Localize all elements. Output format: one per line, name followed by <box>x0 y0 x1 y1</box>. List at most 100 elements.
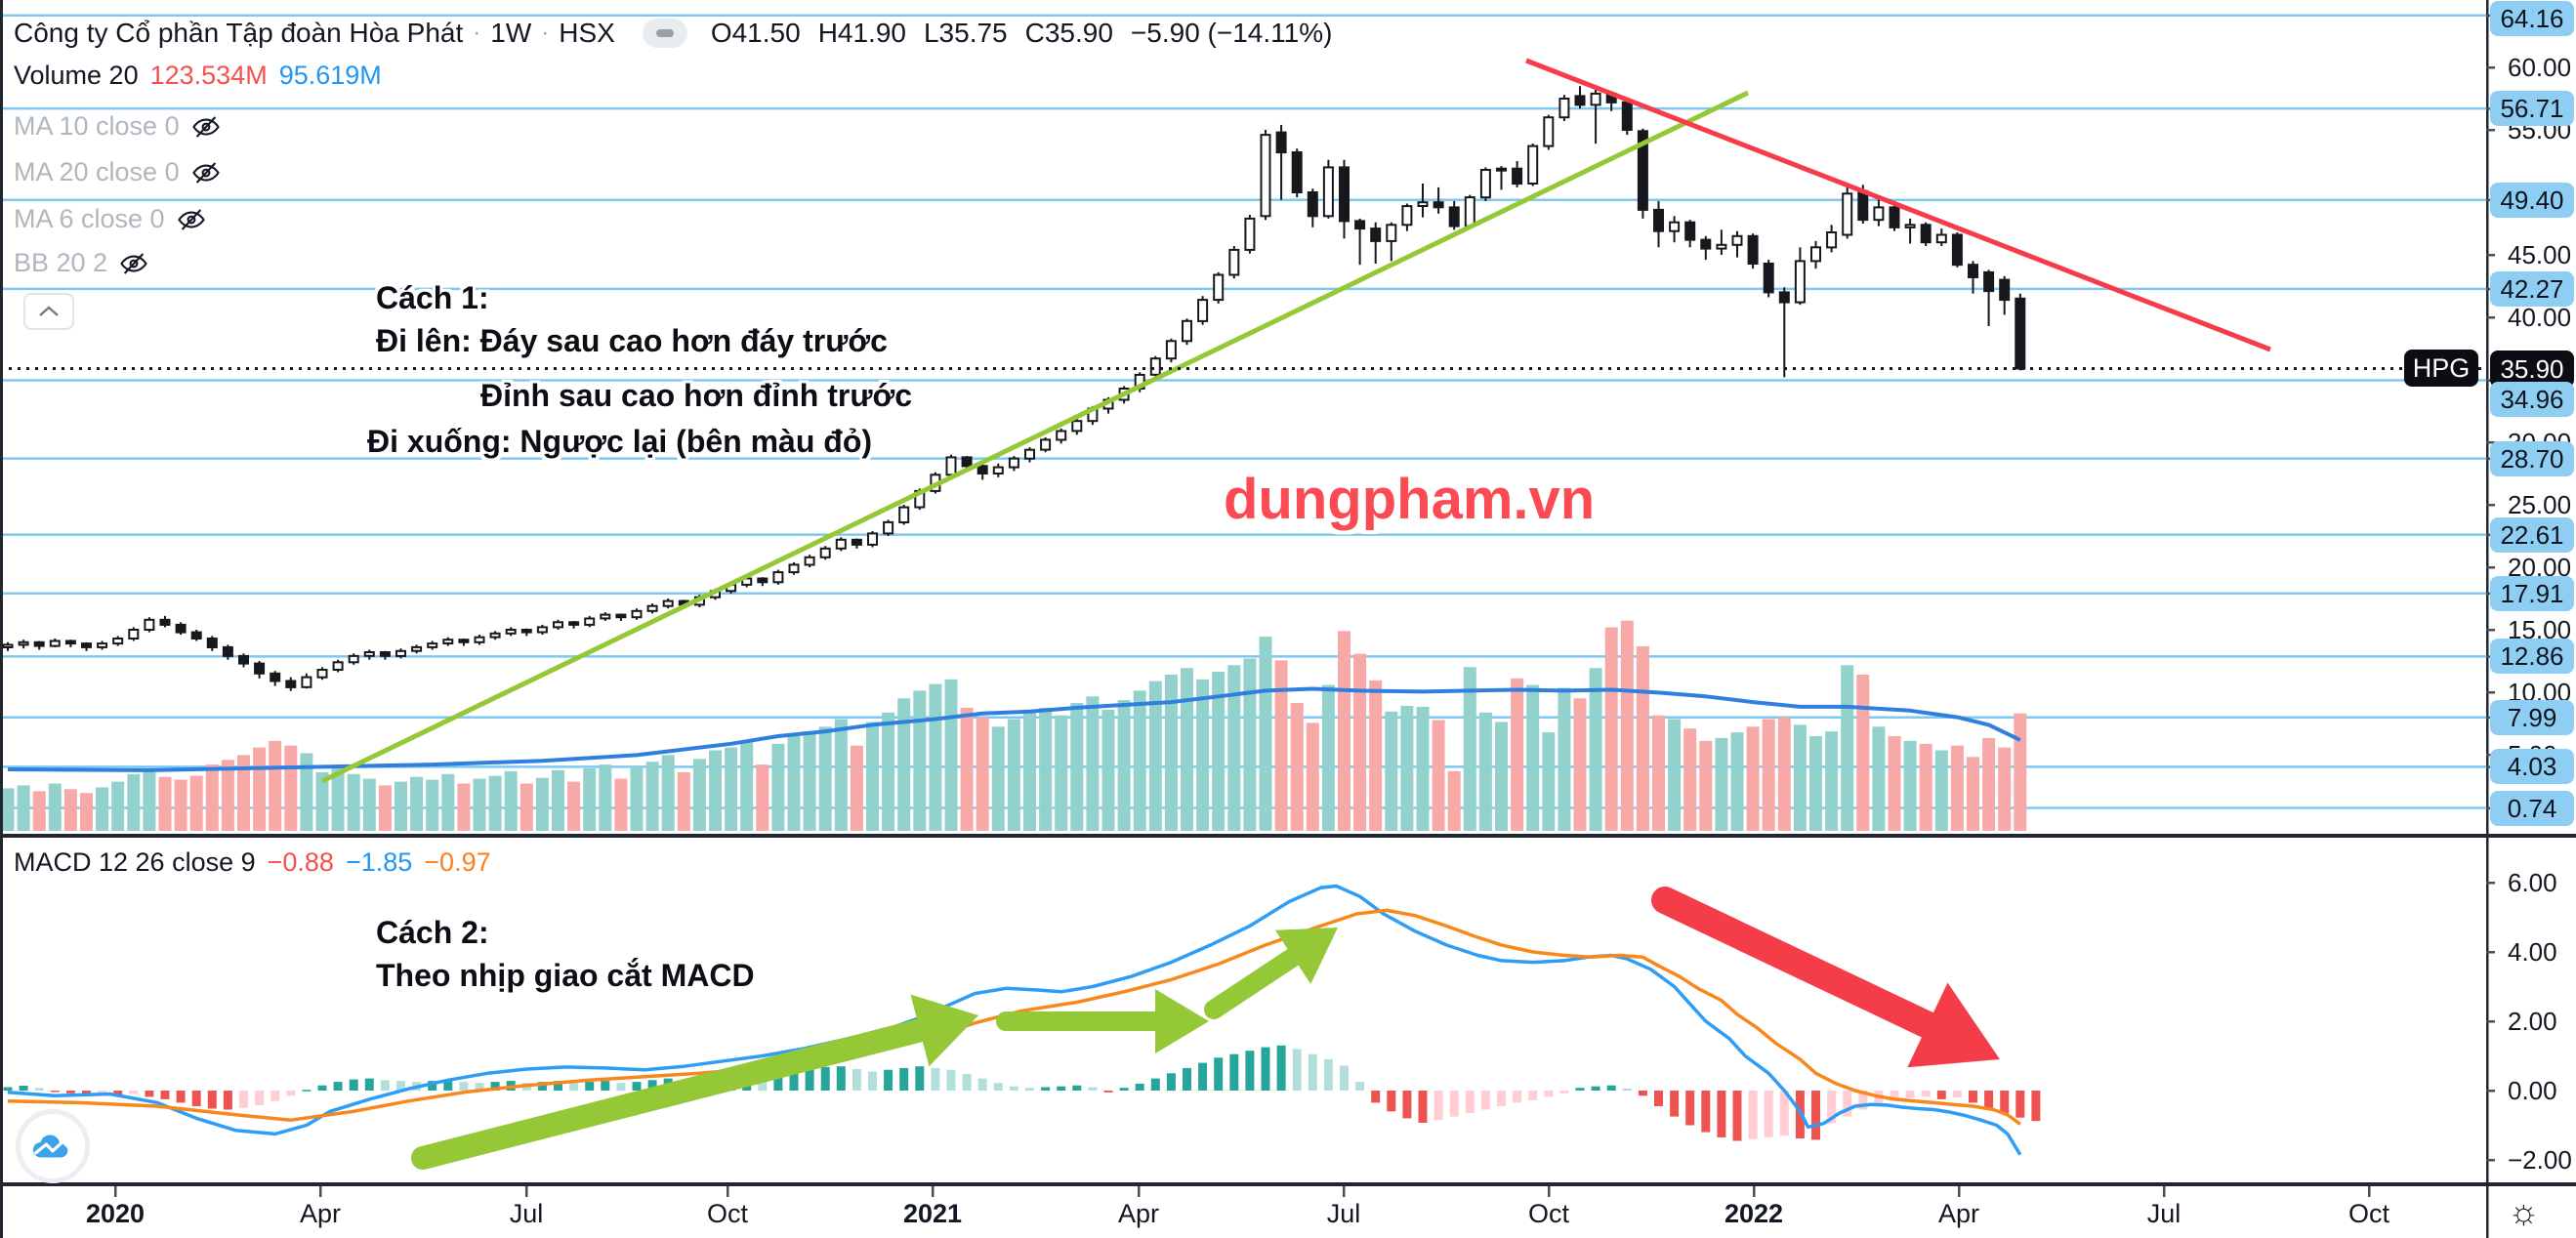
open-value: O41.50 <box>710 18 801 48</box>
volume-ma-line <box>7 686 2021 772</box>
symbol-name[interactable]: Công ty Cổ phần Tập đoàn Hòa Phát <box>14 18 464 48</box>
annotation-di-xuong[interactable]: Đi xuống: Ngược lại (bên màu đỏ) <box>367 424 873 459</box>
macd-up-arrow-1[interactable] <box>411 994 978 1170</box>
price-tick-label: 25.00 <box>2508 490 2572 519</box>
alert-price-label[interactable]: 4.03 <box>2490 749 2574 784</box>
axis-ticks <box>114 14 2495 1197</box>
macd-line <box>7 884 2022 1156</box>
high-value: H41.90 <box>817 18 906 48</box>
collapse-header-button[interactable] <box>642 19 687 48</box>
annotation-cach1[interactable]: Cách 1: Đi lên: Đáy sau cao hơn đáy trướ… <box>376 276 888 362</box>
alert-price-label[interactable]: 0.74 <box>2490 791 2574 826</box>
header-separator2: · <box>541 20 550 46</box>
macd-hist-value: −0.88 <box>267 847 334 877</box>
time-label: 2022 <box>1724 1199 1784 1228</box>
legend-ma6[interactable]: MA 6 close 0 <box>14 204 206 234</box>
volume-legend[interactable]: Volume 20 123.534M 95.619M <box>14 61 382 91</box>
alert-price-label[interactable]: 17.91 <box>2490 576 2574 611</box>
chevron-up-icon <box>39 306 59 316</box>
time-label: Oct <box>2347 1199 2390 1228</box>
macd-line-value: −1.85 <box>345 847 413 877</box>
site-logo[interactable] <box>16 1109 90 1183</box>
legend-bb[interactable]: BB 20 2 <box>14 248 148 278</box>
eye-hidden-icon[interactable] <box>191 112 221 142</box>
time-label: Apr <box>299 1199 342 1228</box>
annotation-cach2-line2: Theo nhịp giao cắt MACD <box>376 958 755 993</box>
eye-hidden-icon[interactable] <box>177 205 206 234</box>
last-price-axis-label[interactable]: 35.90 <box>2490 351 2574 388</box>
ma20-label: MA 20 close 0 <box>14 157 180 186</box>
macd-legend-title: MACD 12 26 close 9 <box>14 847 256 877</box>
macd-tick-label: 2.00 <box>2508 1007 2557 1036</box>
time-label: Jul <box>2146 1199 2181 1228</box>
theme-sun-icon[interactable]: ☼ <box>2508 1191 2540 1231</box>
header-separator: · <box>473 20 481 46</box>
annotation-cach2-title: Cách 2: <box>376 915 489 950</box>
alert-price-label[interactable]: 49.40 <box>2490 183 2574 218</box>
time-label: Jul <box>509 1199 544 1228</box>
volume-series <box>1 620 2027 832</box>
legend-ma20[interactable]: MA 20 close 0 <box>14 157 221 187</box>
cloud-chart-icon <box>32 1135 71 1158</box>
alert-price-label[interactable]: 28.70 <box>2490 441 2574 476</box>
annotation-cach1-line2: Đi lên: Đáy sau cao hơn đáy trước <box>376 323 888 358</box>
watermark: dungpham.vn <box>1224 468 1596 531</box>
price-tick-label: 45.00 <box>2508 240 2572 269</box>
macd-histogram <box>3 1045 2041 1141</box>
volume-ma-value: 95.619M <box>278 61 382 90</box>
macd-signal-line <box>7 908 2021 1126</box>
legend-ma10[interactable]: MA 10 close 0 <box>14 111 221 142</box>
price-tick-label: 60.00 <box>2508 53 2572 82</box>
interval-label[interactable]: 1W <box>490 18 532 48</box>
macd-legend[interactable]: MACD 12 26 close 9 −0.88 −1.85 −0.97 <box>14 847 491 878</box>
downtrend-line[interactable] <box>1525 58 2271 352</box>
macd-down-arrow[interactable] <box>1651 887 2000 1068</box>
macd-tick-label: 4.00 <box>2508 937 2557 967</box>
macd-up-arrow-2[interactable] <box>996 989 1209 1053</box>
price-tick-label: 40.00 <box>2508 303 2572 332</box>
eye-hidden-icon[interactable] <box>119 249 148 278</box>
alert-price-label[interactable]: 7.99 <box>2490 700 2574 735</box>
uptrend-line[interactable] <box>320 90 1750 784</box>
alert-price-label[interactable]: 22.61 <box>2490 517 2574 553</box>
time-label: Jul <box>1326 1199 1361 1228</box>
alert-price-label[interactable]: 56.71 <box>2490 91 2574 126</box>
macd-tick-label: 0.00 <box>2508 1076 2557 1105</box>
minus-icon <box>655 29 674 37</box>
alert-price-label[interactable]: 12.86 <box>2490 639 2574 674</box>
low-value: L35.75 <box>923 18 1008 48</box>
level-lines[interactable] <box>0 14 2486 809</box>
close-value: C35.90 <box>1024 18 1113 48</box>
exchange-label[interactable]: HSX <box>559 18 615 48</box>
change-value: −5.90 (−14.11%) <box>1130 18 1333 48</box>
time-label: Oct <box>1527 1199 1570 1228</box>
time-label: 2021 <box>902 1199 963 1228</box>
alert-price-label[interactable]: 42.27 <box>2490 271 2574 307</box>
ma10-label: MA 10 close 0 <box>14 111 180 141</box>
time-label: 2020 <box>85 1199 145 1228</box>
alert-price-label[interactable]: 34.96 <box>2490 382 2574 417</box>
collapse-indicators-button[interactable] <box>23 293 74 330</box>
eye-hidden-icon[interactable] <box>191 158 221 187</box>
time-label: Apr <box>1937 1199 1980 1228</box>
annotation-cach1-title: Cách 1: <box>376 280 489 315</box>
macd-signal-value: −0.97 <box>424 847 491 877</box>
alert-price-label[interactable]: 64.16 <box>2490 1 2574 36</box>
bb-label: BB 20 2 <box>14 248 108 277</box>
ma6-label: MA 6 close 0 <box>14 204 165 233</box>
symbol-header: Công ty Cổ phần Tập đoàn Hòa Phát · 1W ·… <box>14 18 1332 49</box>
volume-value: 123.534M <box>149 61 268 90</box>
last-price-symbol-label[interactable]: HPG <box>2404 350 2478 387</box>
annotation-dinh-sau[interactable]: Đỉnh sau cao hơn đỉnh trước <box>480 378 913 413</box>
macd-tick-label: 6.00 <box>2508 868 2557 897</box>
volume-legend-title: Volume 20 <box>14 61 139 90</box>
macd-up-arrow-3[interactable] <box>1204 928 1338 1019</box>
ohlc-readout: O41.50 H41.90 L35.75 C35.90 −5.90 (−14.1… <box>711 18 1333 49</box>
time-label: Apr <box>1117 1199 1160 1228</box>
candlestick-series <box>2 86 2026 691</box>
annotation-cach2[interactable]: Cách 2: Theo nhịp giao cắt MACD <box>376 911 755 997</box>
time-label: Oct <box>706 1199 749 1228</box>
